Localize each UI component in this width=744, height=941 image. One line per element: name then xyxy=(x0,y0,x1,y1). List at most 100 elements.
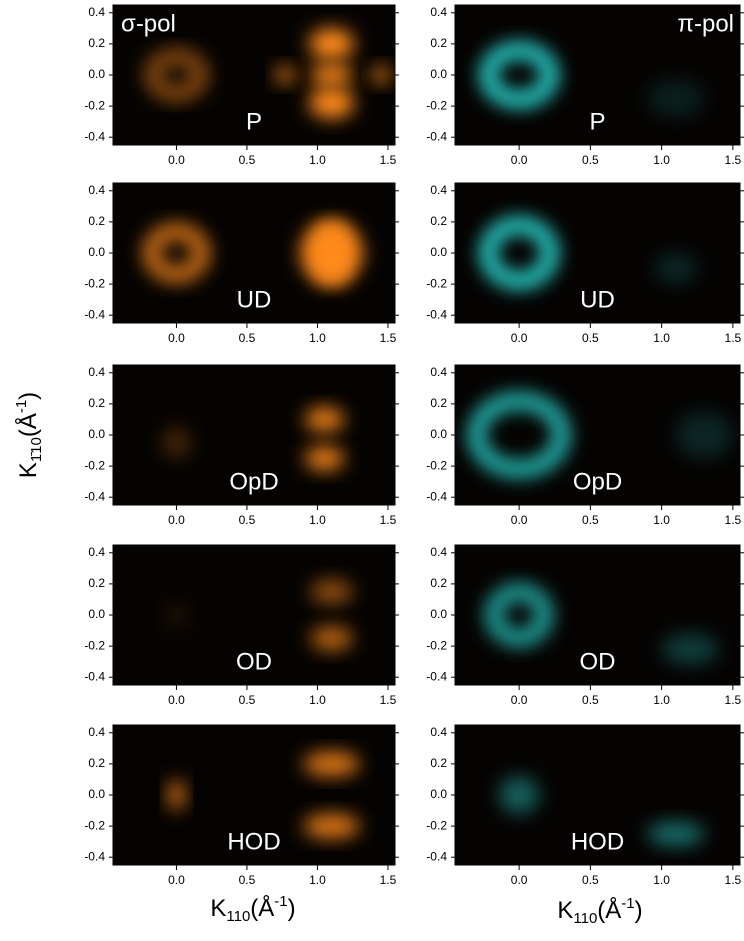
y-tick-label: 0.2 xyxy=(430,36,447,50)
y-tick-label: 0.2 xyxy=(88,36,105,50)
x-tick-label: 1.5 xyxy=(725,873,742,887)
y-tick-label: 0.4 xyxy=(430,365,447,379)
ring xyxy=(485,583,553,647)
panel-label: OpD xyxy=(229,468,278,495)
y-tick-label: 0.2 xyxy=(430,396,447,410)
x-tick-label: 1.5 xyxy=(380,873,397,887)
y-tick-label: -0.2 xyxy=(84,458,105,472)
y-tick-label: -0.4 xyxy=(426,669,447,683)
blob xyxy=(308,87,355,119)
panel-bg xyxy=(112,724,396,866)
blob xyxy=(304,407,345,432)
x-tick-label: 1.5 xyxy=(380,331,397,345)
panel-label: P xyxy=(246,108,262,135)
axis-label-sup: -1 xyxy=(621,895,634,912)
panel-bg xyxy=(112,364,396,506)
y-tick-label: 0.0 xyxy=(88,67,105,81)
axis-label-unit: (Å xyxy=(14,413,42,437)
axis-label-sub: 110 xyxy=(573,910,597,927)
ring xyxy=(144,48,209,102)
intensity-map xyxy=(144,28,391,119)
axis-label-sub: 1̄10 xyxy=(28,437,45,462)
blob xyxy=(499,776,540,814)
y-tick-label: 0.0 xyxy=(430,245,447,259)
x-tick-label: 1.0 xyxy=(653,513,670,527)
blob xyxy=(303,751,360,777)
y-tick-label: -0.4 xyxy=(84,129,105,143)
x-tick-label: 1.5 xyxy=(380,153,397,167)
axis-label-unit: (Å xyxy=(597,896,621,924)
axis-label-close: ) xyxy=(635,897,643,924)
column-title: π-pol xyxy=(677,10,734,37)
y-tick-label: 0.2 xyxy=(430,756,447,770)
panel-label: P xyxy=(589,108,605,135)
panel-label: HOD xyxy=(227,828,280,855)
panel: 0.4 0.2 0.0 -0.2 -0.4 0.0 0.5 1.0 1.5 UD xyxy=(84,182,399,345)
y-tick-label: -0.2 xyxy=(426,98,447,112)
panel-label: OD xyxy=(580,648,616,675)
blob xyxy=(310,625,353,651)
panel-bg xyxy=(454,4,741,146)
y-tick-label: 0.0 xyxy=(88,787,105,801)
x-tick-label: 1.0 xyxy=(653,153,670,167)
x-tick-label: 1.5 xyxy=(725,693,742,707)
y-tick-label: -0.2 xyxy=(426,818,447,832)
y-tick-label: -0.4 xyxy=(426,129,447,143)
x-tick-label: 1.5 xyxy=(725,331,742,345)
axis-label-sup: -1 xyxy=(274,893,287,910)
y-tick-label: 0.0 xyxy=(430,787,447,801)
ring xyxy=(479,217,559,289)
blob xyxy=(314,259,349,285)
blob xyxy=(314,221,349,247)
panel: 0.4 0.2 0.0 -0.2 -0.4 0.0 0.5 1.0 1.5 UD xyxy=(426,182,744,345)
y-tick-label: -0.4 xyxy=(84,307,105,321)
axis-label-sub: 110 xyxy=(226,908,250,925)
panel-bg xyxy=(454,182,741,324)
x-tick-label: 0.5 xyxy=(582,331,599,345)
blob xyxy=(167,779,185,811)
panel-label: OpD xyxy=(573,468,622,495)
axis-label-base: K xyxy=(15,462,42,478)
x-tick-label: 1.5 xyxy=(725,153,742,167)
panel: 0.4 0.2 0.0 -0.2 -0.4 0.0 0.5 1.0 1.5 OD xyxy=(426,544,744,707)
x-tick-label: 1.0 xyxy=(309,513,326,527)
blob xyxy=(275,65,295,85)
y-tick-label: 0.4 xyxy=(430,5,447,19)
blob xyxy=(371,65,391,85)
y-tick-label: 0.2 xyxy=(88,396,105,410)
x-tick-label: 0.5 xyxy=(239,153,256,167)
x-tick-label: 0.5 xyxy=(239,693,256,707)
blob xyxy=(661,633,719,665)
ring xyxy=(143,223,210,283)
axis-label-base: K xyxy=(210,895,226,922)
y-tick-label: 0.2 xyxy=(430,576,447,590)
axis-label: K110(Å-1) xyxy=(557,895,642,927)
y-tick-label: 0.2 xyxy=(430,214,447,228)
y-tick-label: 0.4 xyxy=(88,183,105,197)
x-tick-label: 0.5 xyxy=(239,513,256,527)
x-tick-label: 1.5 xyxy=(725,513,742,527)
blob xyxy=(165,602,188,628)
blob xyxy=(304,445,345,471)
x-tick-label: 1.0 xyxy=(653,331,670,345)
x-tick-label: 0.5 xyxy=(239,873,256,887)
intensity-map xyxy=(485,583,719,665)
column-title: σ-pol xyxy=(121,10,176,37)
y-tick-label: -0.4 xyxy=(426,307,447,321)
x-tick-label: 1.0 xyxy=(309,331,326,345)
y-tick-label: -0.2 xyxy=(84,818,105,832)
x-tick-label: 1.0 xyxy=(653,873,670,887)
intensity-map xyxy=(479,217,698,289)
y-tick-label: 0.0 xyxy=(430,607,447,621)
blob xyxy=(310,62,353,88)
y-tick-label: -0.2 xyxy=(84,638,105,652)
x-tick-label: 1.0 xyxy=(653,693,670,707)
y-tick-label: 0.2 xyxy=(88,214,105,228)
x-tick-label: 0.0 xyxy=(168,873,185,887)
axis-label-sup: -1 xyxy=(13,400,30,413)
y-tick-label: -0.4 xyxy=(426,489,447,503)
x-tick-label: 0.0 xyxy=(511,873,528,887)
x-tick-label: 0.0 xyxy=(168,693,185,707)
axis-label-unit: (Å xyxy=(250,894,274,922)
y-tick-label: -0.4 xyxy=(84,489,105,503)
